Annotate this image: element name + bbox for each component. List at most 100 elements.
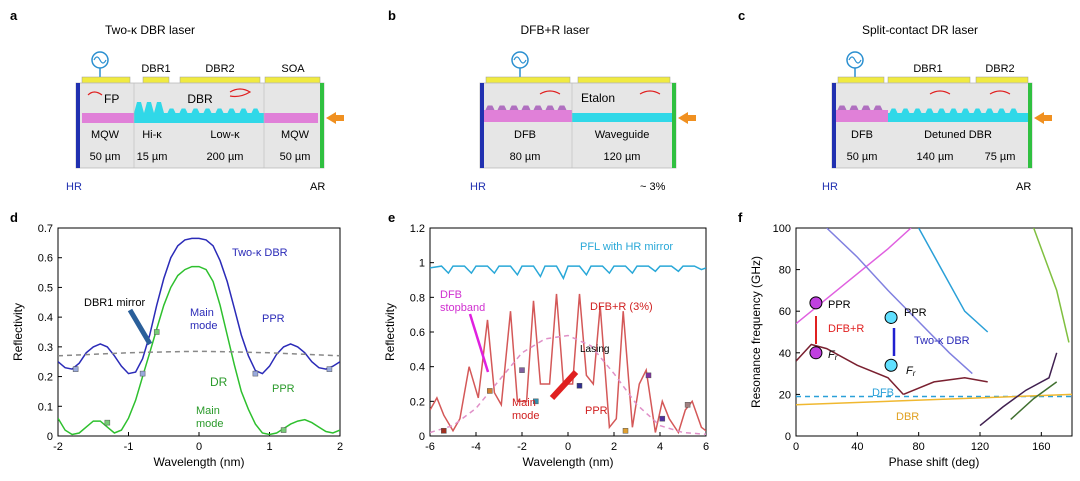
contact-label: DBR2 [985,63,1014,75]
data-point [884,310,898,324]
data-point [441,428,447,434]
pointer-arrow-icon [468,313,490,373]
data-point [252,370,259,377]
data-point [104,419,111,426]
low-kappa-grating [167,108,260,114]
y-tick-label: 0.6 [38,253,53,265]
section-label: Low-κ [210,129,240,141]
annotation: Fr [906,365,916,378]
contact-pad [887,76,971,84]
x-axis-label: Phase shift (deg) [889,455,980,469]
ar-label: AR [310,181,325,193]
section-label: Hi-κ [142,129,162,141]
contact-pad [975,76,1029,84]
contact-label: SOA [281,63,305,75]
x-tick-label: 2 [337,441,343,453]
y-tick-label: 0 [47,431,53,443]
sine-wave-icon [93,56,107,64]
length-label: 75 µm [985,151,1016,163]
y-tick-label: 0 [785,431,791,443]
x-tick-label: -2 [53,441,63,453]
data-point [659,415,666,422]
chip-body [75,82,325,169]
length-label: 50 µm [280,151,311,163]
annotation: stopband [440,302,485,314]
annotation: Main [512,397,536,409]
reflectance-label: ~ 3% [640,181,666,193]
fr-symbol: F [828,349,836,361]
chart-d: d -2 -1 0 1 2 0 0.1 0.2 0.3 0.4 0.5 0.6 0.7 Wavelengt… [10,210,343,469]
contact-label: DBR2 [205,63,234,75]
annotation: Two-κ DBR [232,247,288,259]
annotation: mode [196,418,224,430]
cavity-arrow-icon [989,90,1011,95]
series-line-dfbr [430,293,706,435]
output-arrow-icon [678,112,696,124]
data-point [72,366,79,372]
y-tick-label: 0.3 [38,342,53,354]
x-tick-label: -6 [425,441,435,453]
x-tick-label: 6 [703,441,709,453]
chart-e: e -6 -4 -2 0 2 4 6 0 0.2 0.4 0.6 0.8 1 1.2 Wavelength … [383,210,709,469]
cavity-arrow-icon [539,90,561,95]
panel-b: b DFB+R laser Etalon DFB Waveguide 80 µm… [388,8,696,193]
cavity-arrow-icon [639,90,661,95]
series-line-fr_curve [796,343,904,395]
chip-body [479,82,677,169]
annotation: DFB [872,387,894,399]
length-label: 15 µm [137,151,168,163]
y-tick-label: 80 [779,265,791,277]
panel-letter: b [388,8,396,23]
y-tick-label: 60 [779,306,791,318]
y-tick-label: 20 [779,389,791,401]
x-tick-label: -2 [517,441,527,453]
section-label: DFB [514,129,536,141]
dfb-layer [484,110,572,122]
series-line-two_kappa [58,237,340,375]
ar-facet [1028,83,1032,168]
chip-body [831,82,1033,169]
x-axis-label: Wavelength (nm) [154,455,245,469]
data-point [153,329,160,335]
y-tick-label: 0.4 [38,312,53,324]
sine-wave-icon [848,56,862,64]
y-tick-label: 0.1 [38,401,53,413]
annotation: Main [196,405,220,417]
series-line-grn_low [1010,381,1058,420]
hr-label: HR [66,181,82,193]
annotation: Fr [828,349,838,362]
y-tick-label: 0.5 [38,282,53,294]
panel-title: DFB+R laser [520,23,589,37]
series-line-dbr [796,393,1072,406]
y-tick-label: 1.2 [410,223,425,235]
y-tick-label: 0.2 [410,396,425,408]
annotation: DBR1 mirror [84,297,145,309]
panel-letter: e [388,210,395,225]
x-tick-label: 2 [611,441,617,453]
hr-facet [832,83,836,168]
annotation: PPR [585,405,608,417]
fr-subscript: r [913,369,916,378]
cavity-arrow-icon [87,91,103,96]
ar-facet [320,83,324,168]
series-line-fr_curve2 [903,377,988,396]
contact-pad [264,76,321,84]
data-point [139,370,146,377]
data-point [809,296,823,310]
annotation: PPR [828,299,851,311]
contact-label: DBR1 [913,63,942,75]
annotation: PPR [904,307,927,319]
region-label: Etalon [581,91,615,105]
section-label: Detuned DBR [924,129,992,141]
length-label: 200 µm [207,151,244,163]
series-group [796,228,1072,427]
annotations-d: Two-κ DBR DBR1 mirror Main mode PPR DR P… [84,247,295,430]
length-label: 50 µm [90,151,121,163]
data-point [533,398,539,405]
data-point [622,428,629,434]
length-label: 120 µm [604,151,641,163]
mqw-layer [82,113,134,123]
hr-facet [480,83,484,168]
annotation: Lasing [580,344,609,355]
